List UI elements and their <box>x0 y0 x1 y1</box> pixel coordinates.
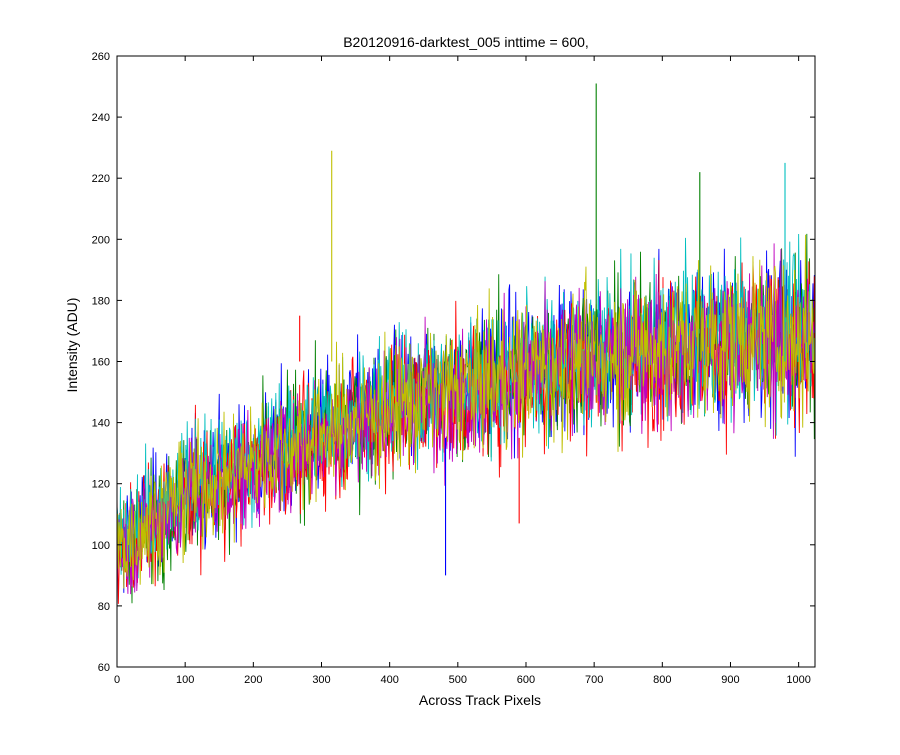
y-tick-label: 120 <box>92 479 110 491</box>
x-tick-label: 600 <box>517 674 535 686</box>
series-line-6 <box>116 234 816 589</box>
x-tick-label: 400 <box>380 674 398 686</box>
spike-layer <box>299 83 786 576</box>
y-tick-label: 260 <box>92 51 110 63</box>
y-tick-label: 80 <box>98 601 110 613</box>
x-axis: 0 100 200 300 400 500 600 700 800 900 1000 <box>114 56 811 686</box>
x-tick-label: 900 <box>721 674 739 686</box>
y-tick-label: 60 <box>98 662 110 674</box>
y-axis-title: Intensity (ADU) <box>64 298 80 393</box>
series-layer <box>116 233 816 617</box>
y-tick-label: 100 <box>92 540 110 552</box>
x-tick-label: 200 <box>244 674 262 686</box>
x-tick-label: 0 <box>114 674 120 686</box>
x-tick-label: 1000 <box>786 674 810 686</box>
chart-title: B20120916-darktest_005 inttime = 600, <box>343 34 589 50</box>
y-tick-label: 200 <box>92 234 110 246</box>
x-tick-label: 700 <box>585 674 603 686</box>
y-tick-label: 240 <box>92 112 110 124</box>
y-tick-label: 160 <box>92 357 110 369</box>
x-axis-title: Across Track Pixels <box>419 692 541 708</box>
x-tick-label: 500 <box>449 674 467 686</box>
x-tick-label: 800 <box>653 674 671 686</box>
y-tick-label: 180 <box>92 295 110 307</box>
y-tick-label: 220 <box>92 173 110 185</box>
x-tick-label: 100 <box>176 674 194 686</box>
y-tick-label: 140 <box>92 418 110 430</box>
y-axis: 60 80 100 120 140 160 180 200 220 240 260 <box>92 51 815 674</box>
x-tick-label: 300 <box>312 674 330 686</box>
